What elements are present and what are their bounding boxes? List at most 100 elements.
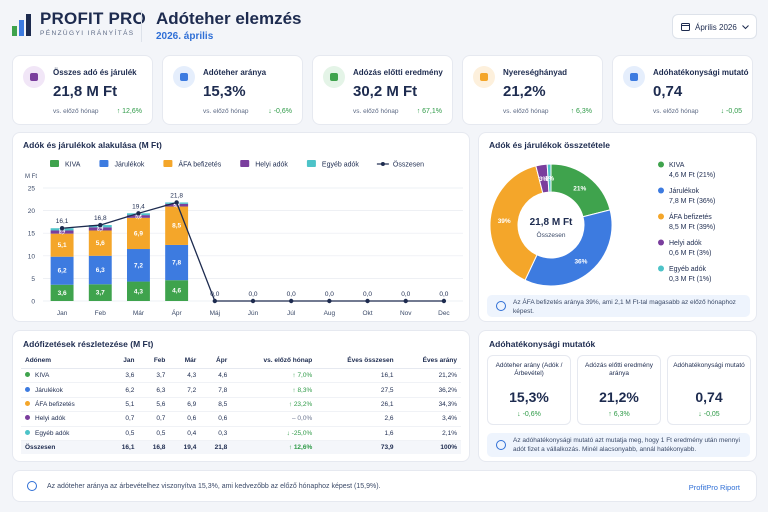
- cell-text: 0,7: [125, 415, 135, 423]
- bar-segment: [50, 230, 74, 234]
- total-value-label: 21,8: [170, 192, 183, 199]
- center-label: Összesen: [537, 231, 566, 239]
- bar-segment: [127, 217, 150, 250]
- cell-text: 0,5: [156, 429, 166, 437]
- table-cell: 6,9: [169, 397, 201, 413]
- legend-swatch: [163, 160, 173, 167]
- bar-segment: [165, 244, 189, 281]
- pie-chart-card: Adók és járulékok összetétele 21% 36% 39% 3%…: [478, 132, 757, 322]
- x-tick-label: Okt: [362, 310, 372, 317]
- x-tick-label: Júl: [287, 310, 296, 317]
- table-cell: 16,1: [107, 440, 139, 455]
- bar-segment: [165, 280, 189, 301]
- cell-text: ↑ 8,3%: [292, 386, 313, 394]
- total-point: [403, 298, 408, 304]
- bar-value-label: 0,6: [174, 203, 181, 208]
- total-point: [327, 298, 332, 304]
- efficiency-label: Adózás előtti eredmény aránya: [585, 362, 653, 377]
- table-cell: 0,7: [107, 411, 139, 427]
- row-dot: [25, 372, 30, 378]
- kpi-label: Összes adó és járulék: [53, 68, 137, 77]
- total-value-label: 0,0: [401, 291, 410, 298]
- table-cell: ↓ -25,0%: [231, 426, 317, 441]
- legend-dot: [658, 213, 664, 220]
- legend-swatch: [50, 160, 59, 167]
- period-picker[interactable]: Április 2026: [672, 14, 757, 39]
- kpi-compare: vs. előző hónap: [653, 108, 699, 115]
- footer-brand[interactable]: ProfitPro Riport: [688, 483, 740, 492]
- cell-text: 100%: [440, 444, 457, 452]
- kpi-icon: [23, 66, 45, 88]
- column-header: Adónem: [21, 353, 108, 369]
- bar-segment: [127, 215, 150, 218]
- legend-label: Helyi adók: [669, 240, 702, 247]
- table-header-row: Adónem Jan Feb Már Ápr vs. előző hónap Éves ös…: [21, 353, 461, 369]
- x-tick-label: Ápr: [172, 308, 183, 317]
- table-cell: 100%: [397, 440, 461, 455]
- kpi-label: Adóhatékonysági mutató: [653, 68, 749, 77]
- table-row: ÁFA befizetés 5,1 5,6 6,9 8,5 ↑ 23,2% 26,1 34,3…: [21, 397, 461, 413]
- bar-value-label: 3,6: [58, 290, 67, 297]
- table-cell: Összesen: [21, 440, 108, 455]
- table-cell: ↑ 7,0%: [231, 368, 317, 384]
- kpi-icon-mark: [30, 73, 38, 81]
- cell-text: 4,3: [187, 372, 197, 380]
- cell-text: ↑ 7,0%: [292, 372, 313, 380]
- legend-label: Helyi adók: [255, 162, 288, 169]
- legend-detail: 7,8 M Ft (36%): [669, 198, 715, 205]
- total-value-label: 16,1: [56, 218, 69, 225]
- logo-text: PROFIT PRO: [40, 9, 146, 28]
- kpi-value: 30,2 M Ft: [353, 83, 418, 100]
- legend-label: Egyéb adók: [669, 266, 706, 273]
- cell-text: 7,8: [218, 386, 228, 394]
- total-value-label: 0,0: [439, 291, 448, 298]
- bar-value-label: 5,6: [96, 240, 105, 247]
- cell-text: 0,5: [125, 429, 135, 437]
- cell-text: 16,1: [121, 444, 135, 452]
- cell-text: 34,3%: [438, 400, 457, 408]
- table-cell: 3,4%: [397, 411, 461, 427]
- cell-text: – 0,0%: [292, 415, 313, 423]
- bar-chart: Adók és járulékok alakulása (M Ft) M Ft KI…: [23, 140, 463, 317]
- table-cell: 16,1: [316, 368, 398, 384]
- cell-text: ↑ 23,2%: [288, 400, 313, 408]
- chevron: [742, 25, 749, 30]
- bar-segment: [88, 227, 112, 231]
- total-point: [212, 298, 218, 304]
- table-cell: 73,9: [316, 440, 398, 455]
- kpi-compare: vs. előző hónap: [53, 108, 99, 115]
- center-value: 21,8 M Ft: [530, 217, 573, 228]
- info-icon: [496, 301, 506, 311]
- cell-text: 0,7: [156, 415, 166, 423]
- legend-label: Összesen: [393, 161, 424, 169]
- y-tick-label: 25: [28, 186, 36, 193]
- table-cell: ↑ 23,2%: [231, 397, 317, 413]
- efficiency-label: Adóteher arány (Adók / Árbevétel): [495, 362, 563, 377]
- cell-text: KIVA: [35, 372, 50, 380]
- kpi-compare: vs. előző hónap: [353, 108, 399, 115]
- efficiency-value: 21,2%: [599, 389, 639, 405]
- info-icon: [496, 440, 506, 450]
- efficiency-change: ↑ 6,3%: [608, 411, 630, 418]
- pie-slice: [489, 165, 544, 281]
- table-cell: 0,7: [138, 411, 170, 427]
- efficiency-card: Adóhatékonysági mutatók Az adóhatékonysá…: [478, 330, 757, 462]
- table-card: Adófizetések részletezése (M Ft) Adónem J…: [12, 330, 470, 462]
- legend-label: KIVA: [65, 162, 81, 169]
- bar-value-label: 8,5: [172, 223, 181, 230]
- bar-value-label: 6,3: [96, 267, 105, 274]
- legend-label: KIVA: [669, 162, 685, 169]
- y-tick-label: 0: [31, 299, 35, 306]
- column-header: Feb: [138, 353, 170, 369]
- kpi-card: Adóhatékonysági mutató 0,74 vs. előző hóna…: [612, 55, 753, 125]
- legend-label: ÁFA befizetés: [669, 212, 712, 221]
- total-point: [441, 298, 447, 304]
- pie-slice: [546, 163, 552, 193]
- cell-text: 3,7: [156, 372, 166, 380]
- pie-chart: Adók és járulékok összetétele 21% 36% 39% 3%…: [489, 140, 715, 287]
- bar-value-label: 4,3: [134, 288, 143, 295]
- bar-value-label: 6,9: [134, 230, 143, 237]
- total-point: [250, 298, 256, 304]
- table-row: KIVA 3,6 3,7 4,3 4,6 ↑ 7,0% 16,1 21,2%: [21, 368, 461, 384]
- total-value-label: 0,0: [363, 291, 372, 298]
